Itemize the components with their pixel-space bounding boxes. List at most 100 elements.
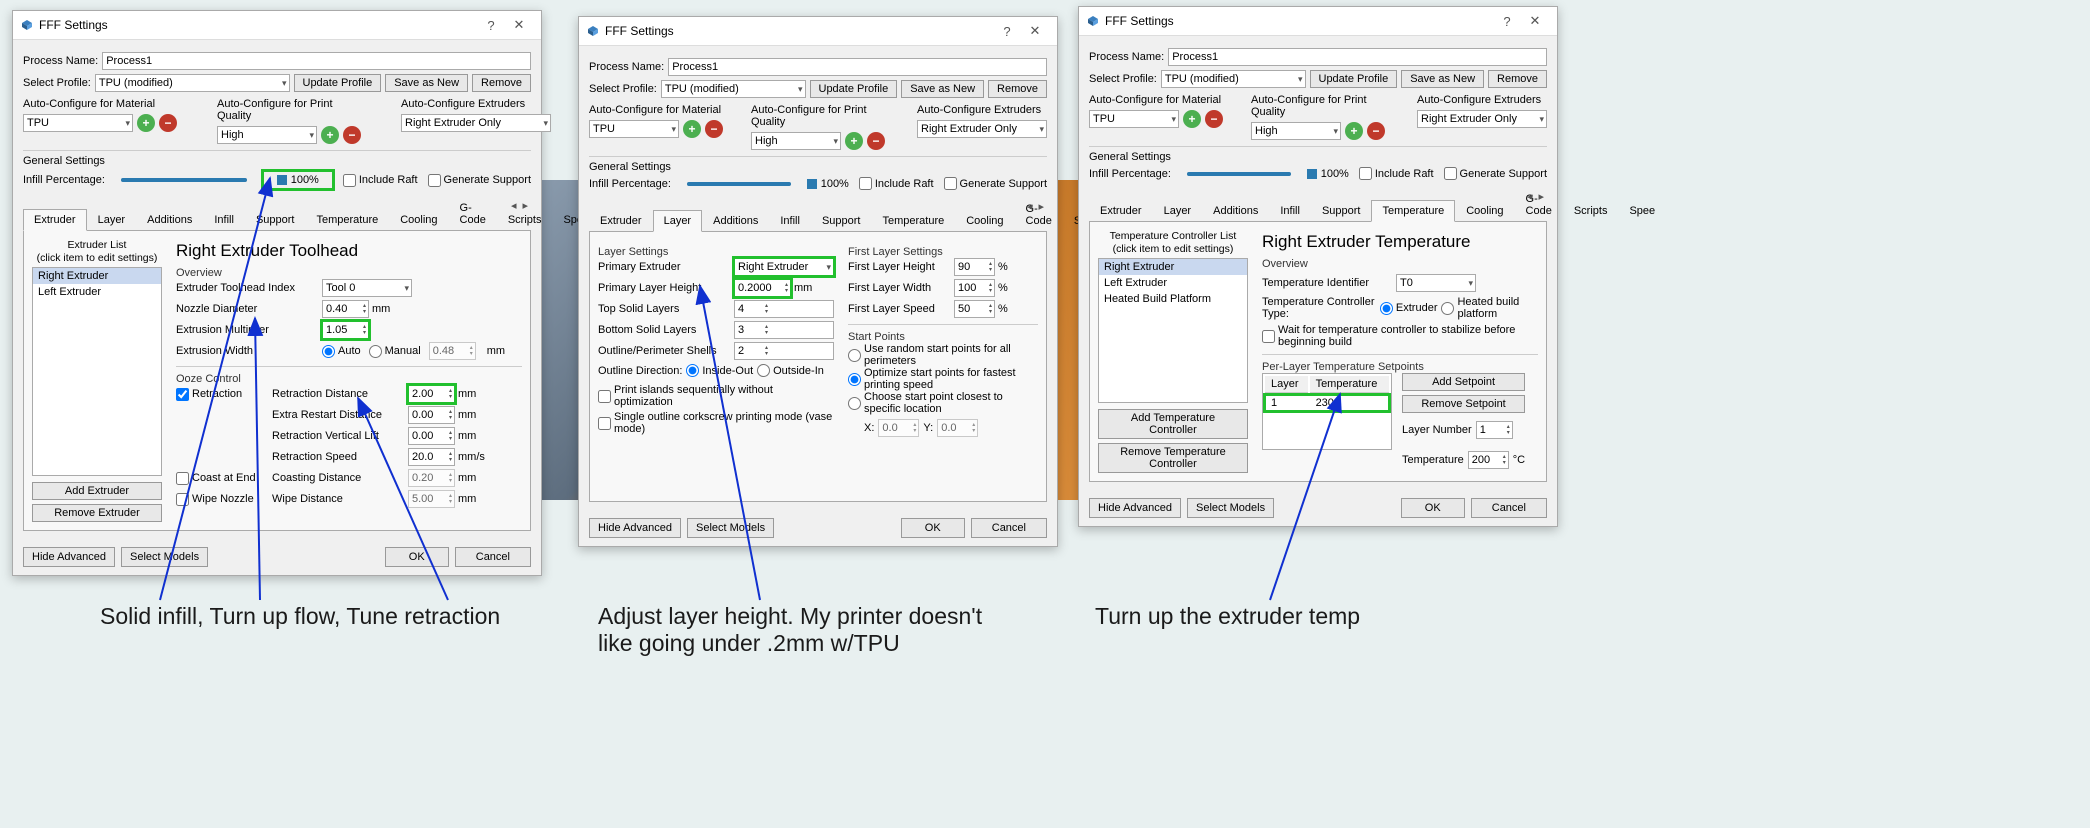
generate-support-check[interactable]: Generate Support [944, 177, 1047, 190]
close-button[interactable]: ✕ [1021, 23, 1049, 39]
remove-setpoint-button[interactable]: Remove Setpoint [1402, 395, 1525, 413]
ret-lift-spin[interactable]: ▴▾ [408, 427, 455, 445]
tab-additions[interactable]: Additions [136, 209, 203, 230]
update-profile-button[interactable]: Update Profile [810, 80, 898, 98]
list-item[interactable]: Left Extruder [33, 284, 161, 300]
tab-gcode[interactable]: G-Code [449, 197, 497, 230]
vase-mode-check[interactable]: Single outline corkscrew printing mode (… [598, 411, 834, 435]
layer-height-spin[interactable]: ▴▾ [734, 279, 791, 297]
type-extruder-radio[interactable]: Extruder [1380, 302, 1438, 315]
bottom-solid-spin[interactable]: ▴▾ [734, 321, 834, 339]
select-models-button[interactable]: Select Models [121, 547, 208, 567]
process-name-input[interactable] [1168, 48, 1547, 66]
ret-dist-spin[interactable]: ▴▾ [408, 385, 455, 403]
hide-advanced-button[interactable]: Hide Advanced [23, 547, 115, 567]
profile-combo[interactable]: TPU (modified) [1161, 70, 1306, 88]
nozzle-dia-spin[interactable]: ▴▾ [322, 300, 369, 318]
layer-num-spin[interactable]: ▴▾ [1476, 421, 1513, 439]
first-layer-h-spin[interactable]: ▴▾ [954, 258, 995, 276]
material-combo[interactable]: TPU [589, 120, 679, 138]
include-raft-check[interactable]: Include Raft [859, 177, 934, 190]
del-material-icon[interactable]: − [159, 114, 177, 132]
remove-extruder-button[interactable]: Remove Extruder [32, 504, 162, 522]
save-as-new-button[interactable]: Save as New [901, 80, 984, 98]
retraction-check[interactable]: Retraction [176, 388, 266, 401]
sp-random-radio[interactable]: Use random start points for all perimete… [848, 343, 1038, 367]
wipe-nozzle-check[interactable]: Wipe Nozzle [176, 493, 266, 506]
tab-scroll-right[interactable]: ▸ [519, 199, 531, 212]
extruder-listbox[interactable]: Right Extruder Left Extruder [32, 267, 162, 476]
del-icon[interactable]: − [705, 120, 723, 138]
process-name-input[interactable] [668, 58, 1047, 76]
add-icon[interactable]: + [845, 132, 863, 150]
wait-stabilize-check[interactable]: Wait for temperature controller to stabi… [1262, 324, 1538, 348]
ext-mult-spin[interactable]: ▴▾ [322, 321, 369, 339]
include-raft-check[interactable]: Include Raft [343, 174, 418, 187]
top-solid-spin[interactable]: ▴▾ [734, 300, 834, 318]
add-material-icon[interactable]: + [137, 114, 155, 132]
ret-speed-spin[interactable]: ▴▾ [408, 448, 455, 466]
ok-button[interactable]: OK [901, 518, 965, 538]
temp-listbox[interactable]: Right Extruder Left Extruder Heated Buil… [1098, 258, 1248, 403]
profile-combo[interactable]: TPU (modified) [95, 74, 290, 92]
tab-infill[interactable]: Infill [769, 210, 811, 231]
tab-temperature[interactable]: Temperature [871, 210, 955, 231]
tab-scroll-left[interactable]: ◂ [508, 199, 520, 212]
tab-additions[interactable]: Additions [702, 210, 769, 231]
inside-out-radio[interactable]: Inside-Out [686, 364, 753, 377]
add-temp-button[interactable]: Add Temperature Controller [1098, 409, 1248, 439]
cancel-button[interactable]: Cancel [971, 518, 1047, 538]
extruders-combo[interactable]: Right Extruder Only [401, 114, 551, 132]
sp-optimize-radio[interactable]: Optimize start points for fastest printi… [848, 367, 1038, 391]
tab-cooling[interactable]: Cooling [955, 210, 1014, 231]
tab-support[interactable]: Support [811, 210, 872, 231]
primary-extruder-combo[interactable]: Right Extruder [734, 258, 834, 276]
add-quality-icon[interactable]: + [321, 126, 339, 144]
close-button[interactable]: ✕ [1521, 13, 1549, 29]
hide-advanced-button[interactable]: Hide Advanced [589, 518, 681, 538]
quality-combo[interactable]: High [751, 132, 841, 150]
coast-end-check[interactable]: Coast at End [176, 472, 266, 485]
help-button[interactable]: ? [993, 24, 1021, 39]
setpoint-table[interactable]: LayerTemperature 1230 [1262, 373, 1392, 450]
close-button[interactable]: ✕ [505, 17, 533, 33]
first-layer-w-spin[interactable]: ▴▾ [954, 279, 995, 297]
help-button[interactable]: ? [477, 18, 505, 33]
add-icon[interactable]: + [683, 120, 701, 138]
process-name-input[interactable] [102, 52, 531, 70]
tab-scripts[interactable]: Scripts [497, 209, 553, 230]
ext-width-auto-radio[interactable]: Auto [322, 345, 361, 358]
type-platform-radio[interactable]: Heated build platform [1441, 296, 1538, 320]
extruders-combo[interactable]: Right Extruder Only [917, 120, 1047, 138]
extra-restart-spin[interactable]: ▴▾ [408, 406, 455, 424]
remove-button[interactable]: Remove [472, 74, 531, 92]
save-as-new-button[interactable]: Save as New [385, 74, 468, 92]
add-setpoint-button[interactable]: Add Setpoint [1402, 373, 1525, 391]
tab-layer[interactable]: Layer [653, 210, 703, 232]
profile-combo[interactable]: TPU (modified) [661, 80, 806, 98]
infill-slider[interactable] [121, 178, 247, 182]
toolhead-index-combo[interactable]: Tool 0 [322, 279, 412, 297]
outline-shells-spin[interactable]: ▴▾ [734, 342, 834, 360]
help-button[interactable]: ? [1493, 14, 1521, 29]
tab-support[interactable]: Support [245, 209, 306, 230]
cancel-button[interactable]: Cancel [455, 547, 531, 567]
update-profile-button[interactable]: Update Profile [294, 74, 382, 92]
first-layer-s-spin[interactable]: ▴▾ [954, 300, 995, 318]
material-combo[interactable]: TPU [23, 114, 133, 132]
temp-spin[interactable]: ▴▾ [1468, 451, 1509, 469]
list-item[interactable]: Right Extruder [33, 268, 161, 284]
tab-extruder[interactable]: Extruder [23, 209, 87, 231]
select-models-button[interactable]: Select Models [687, 518, 774, 538]
tab-extruder[interactable]: Extruder [589, 210, 653, 231]
ok-button[interactable]: OK [385, 547, 449, 567]
tab-cooling[interactable]: Cooling [389, 209, 448, 230]
infill-slider[interactable] [687, 182, 791, 186]
temp-id-combo[interactable]: T0 [1396, 274, 1476, 292]
sp-closest-radio[interactable]: Choose start point closest to specific l… [848, 391, 1038, 415]
remove-button[interactable]: Remove [988, 80, 1047, 98]
quality-combo[interactable]: High [217, 126, 317, 144]
tab-temperature[interactable]: Temperature [305, 209, 389, 230]
tab-infill[interactable]: Infill [203, 209, 245, 230]
del-icon[interactable]: − [867, 132, 885, 150]
